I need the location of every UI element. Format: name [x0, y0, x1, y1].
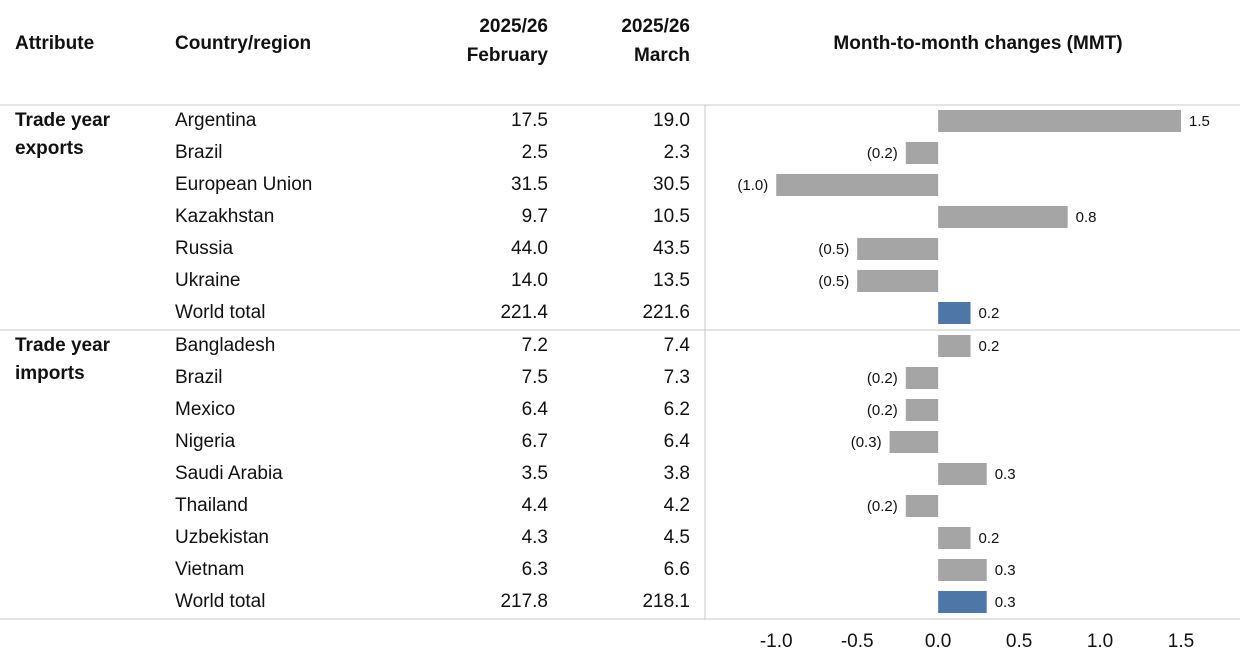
country: Nigeria [175, 431, 236, 452]
march-value: 2.3 [664, 142, 690, 163]
february-value: 217.8 [500, 591, 548, 612]
bar [938, 335, 971, 357]
x-tick-label: 1.0 [1087, 631, 1113, 652]
country: Saudi Arabia [175, 463, 283, 484]
march-value: 221.6 [642, 302, 690, 323]
february-value: 44.0 [511, 238, 548, 259]
chart-title: Month-to-month changes (MMT) [833, 33, 1122, 54]
february-value: 6.4 [522, 399, 549, 420]
february-value: 14.0 [511, 270, 548, 291]
february-value: 2.5 [522, 142, 548, 163]
group-label: Trade year [15, 335, 111, 356]
bar [857, 238, 939, 260]
march-value: 7.4 [664, 335, 691, 356]
march-value: 13.5 [653, 270, 690, 291]
value-label: (0.2) [867, 498, 898, 515]
value-label: (0.2) [867, 145, 898, 162]
group-label: imports [15, 363, 85, 384]
february-value: 6.7 [522, 431, 548, 452]
february-value: 7.5 [522, 367, 548, 388]
value-label: 0.3 [995, 562, 1016, 579]
bar [938, 559, 987, 581]
x-tick-label: -1.0 [760, 631, 793, 652]
march-value: 3.8 [664, 463, 690, 484]
value-label: 0.3 [995, 466, 1016, 483]
header-march: March [634, 45, 690, 66]
bar [938, 463, 987, 485]
march-value: 30.5 [653, 174, 690, 195]
february-value: 6.3 [522, 559, 548, 580]
march-value: 10.5 [653, 206, 690, 227]
february-value: 3.5 [522, 463, 548, 484]
bar [905, 367, 939, 389]
country: Mexico [175, 399, 235, 420]
bar [938, 591, 987, 613]
march-value: 6.4 [664, 431, 691, 452]
country: World total [175, 302, 265, 323]
march-value: 19.0 [653, 110, 690, 131]
country: Brazil [175, 367, 223, 388]
march-value: 7.3 [664, 367, 690, 388]
x-tick-label: 0.5 [1006, 631, 1032, 652]
country: Bangladesh [175, 335, 275, 356]
bar [905, 495, 939, 517]
bar [938, 527, 971, 549]
february-value: 4.4 [522, 495, 549, 516]
march-value: 4.5 [664, 527, 690, 548]
header-february: February [467, 45, 549, 66]
value-label: 1.5 [1189, 113, 1210, 130]
value-label: 0.8 [1076, 209, 1097, 226]
march-value: 6.2 [664, 399, 690, 420]
header-march: 2025/26 [621, 16, 690, 37]
group-label: Trade year [15, 110, 111, 131]
x-tick-label: -0.5 [841, 631, 874, 652]
x-tick-label: 0.0 [925, 631, 951, 652]
bar [776, 174, 939, 196]
header-february: 2025/26 [479, 16, 548, 37]
february-value: 17.5 [511, 110, 548, 131]
value-label: 0.2 [979, 530, 1000, 547]
bar [938, 302, 971, 324]
country: Vietnam [175, 559, 244, 580]
value-label: (0.5) [818, 273, 849, 290]
february-value: 9.7 [522, 206, 548, 227]
country: Ukraine [175, 270, 240, 291]
country: Brazil [175, 142, 223, 163]
february-value: 4.3 [522, 527, 548, 548]
country: Uzbekistan [175, 527, 269, 548]
header-country: Country/region [175, 33, 311, 54]
country: Thailand [175, 495, 248, 516]
value-label: (0.3) [851, 434, 882, 451]
header-attribute: Attribute [15, 33, 94, 54]
value-label: 0.2 [979, 338, 1000, 355]
country: Kazakhstan [175, 206, 274, 227]
value-label: 0.2 [979, 305, 1000, 322]
group-label: exports [15, 138, 84, 159]
value-label: 0.3 [995, 594, 1016, 611]
bar [905, 399, 939, 421]
march-value: 43.5 [653, 238, 690, 259]
country: World total [175, 591, 265, 612]
february-value: 31.5 [511, 174, 548, 195]
march-value: 4.2 [664, 495, 690, 516]
march-value: 6.6 [664, 559, 690, 580]
value-label: (0.2) [867, 402, 898, 419]
bar [889, 431, 939, 453]
country: European Union [175, 174, 312, 195]
march-value: 218.1 [642, 591, 690, 612]
value-label: (0.5) [818, 241, 849, 258]
country: Argentina [175, 110, 257, 131]
bar [938, 110, 1181, 132]
value-label: (0.2) [867, 370, 898, 387]
bar [857, 270, 939, 292]
x-tick-label: 1.5 [1168, 631, 1194, 652]
bar [938, 206, 1068, 228]
february-value: 7.2 [522, 335, 548, 356]
february-value: 221.4 [500, 302, 548, 323]
value-label: (1.0) [737, 177, 768, 194]
country: Russia [175, 238, 234, 259]
bar [905, 142, 939, 164]
